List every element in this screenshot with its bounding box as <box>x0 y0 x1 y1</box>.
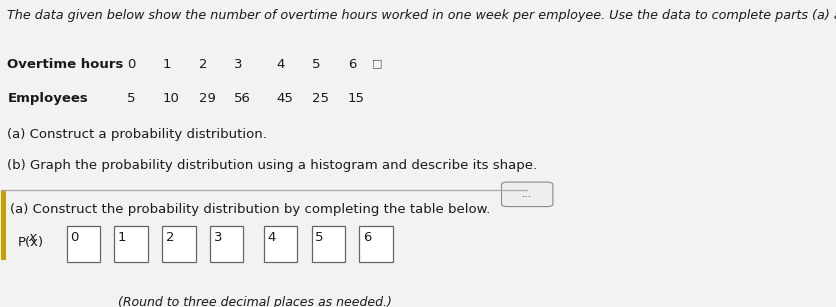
Text: (Round to three decimal places as needed.): (Round to three decimal places as needed… <box>118 296 392 307</box>
Text: ...: ... <box>522 189 533 200</box>
Text: 10: 10 <box>163 92 180 105</box>
FancyBboxPatch shape <box>115 226 148 262</box>
Text: 6: 6 <box>348 58 356 71</box>
Text: 4: 4 <box>268 231 276 244</box>
FancyBboxPatch shape <box>263 226 297 262</box>
FancyBboxPatch shape <box>162 226 196 262</box>
Text: 15: 15 <box>348 92 365 105</box>
Text: Overtime hours: Overtime hours <box>8 58 124 71</box>
Text: 5: 5 <box>312 58 320 71</box>
Text: 1: 1 <box>163 58 171 71</box>
Text: 45: 45 <box>276 92 293 105</box>
Text: (a) Construct a probability distribution.: (a) Construct a probability distribution… <box>8 128 268 141</box>
FancyBboxPatch shape <box>312 226 345 262</box>
Text: 4: 4 <box>276 58 284 71</box>
FancyBboxPatch shape <box>2 190 6 259</box>
Text: The data given below show the number of overtime hours worked in one week per em: The data given below show the number of … <box>8 9 836 22</box>
Text: 6: 6 <box>363 231 371 244</box>
Text: 3: 3 <box>213 231 222 244</box>
FancyBboxPatch shape <box>210 226 243 262</box>
Text: 1: 1 <box>118 231 126 244</box>
Text: (b) Graph the probability distribution using a histogram and describe its shape.: (b) Graph the probability distribution u… <box>8 159 538 172</box>
FancyBboxPatch shape <box>67 226 100 262</box>
Text: 3: 3 <box>234 58 243 71</box>
Text: □: □ <box>372 58 382 68</box>
Text: 5: 5 <box>315 231 324 244</box>
Text: 25: 25 <box>312 92 329 105</box>
Text: 0: 0 <box>70 231 79 244</box>
Text: P(x): P(x) <box>18 236 44 249</box>
FancyBboxPatch shape <box>502 182 553 207</box>
Text: 2: 2 <box>199 58 207 71</box>
FancyBboxPatch shape <box>359 226 393 262</box>
Text: 56: 56 <box>234 92 252 105</box>
Text: 5: 5 <box>127 92 135 105</box>
Text: 0: 0 <box>127 58 135 71</box>
Text: 2: 2 <box>166 231 174 244</box>
Text: (a) Construct the probability distribution by completing the table below.: (a) Construct the probability distributi… <box>10 203 491 216</box>
Text: Employees: Employees <box>8 92 88 105</box>
Text: 29: 29 <box>199 92 216 105</box>
Text: x: x <box>28 231 36 244</box>
